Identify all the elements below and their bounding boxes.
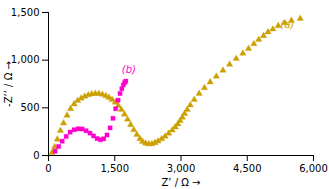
svg-text:3,000: 3,000: [167, 163, 196, 174]
svg-text:0: 0: [45, 163, 51, 174]
svg-text:0: 0: [33, 150, 39, 161]
svg-text:(b): (b): [122, 64, 136, 75]
svg-text:1,000: 1,000: [11, 54, 40, 65]
svg-text:1,500: 1,500: [100, 163, 129, 174]
svg-text:4,500: 4,500: [233, 163, 262, 174]
svg-text:Z’ / Ω →: Z’ / Ω →: [162, 177, 201, 188]
svg-text:500: 500: [20, 102, 39, 113]
svg-text:6,000: 6,000: [299, 163, 328, 174]
svg-text:1,500: 1,500: [11, 7, 40, 18]
svg-text:-Z’’ / Ω →: -Z’’ / Ω →: [3, 61, 14, 107]
svg-text:(a): (a): [280, 19, 294, 30]
